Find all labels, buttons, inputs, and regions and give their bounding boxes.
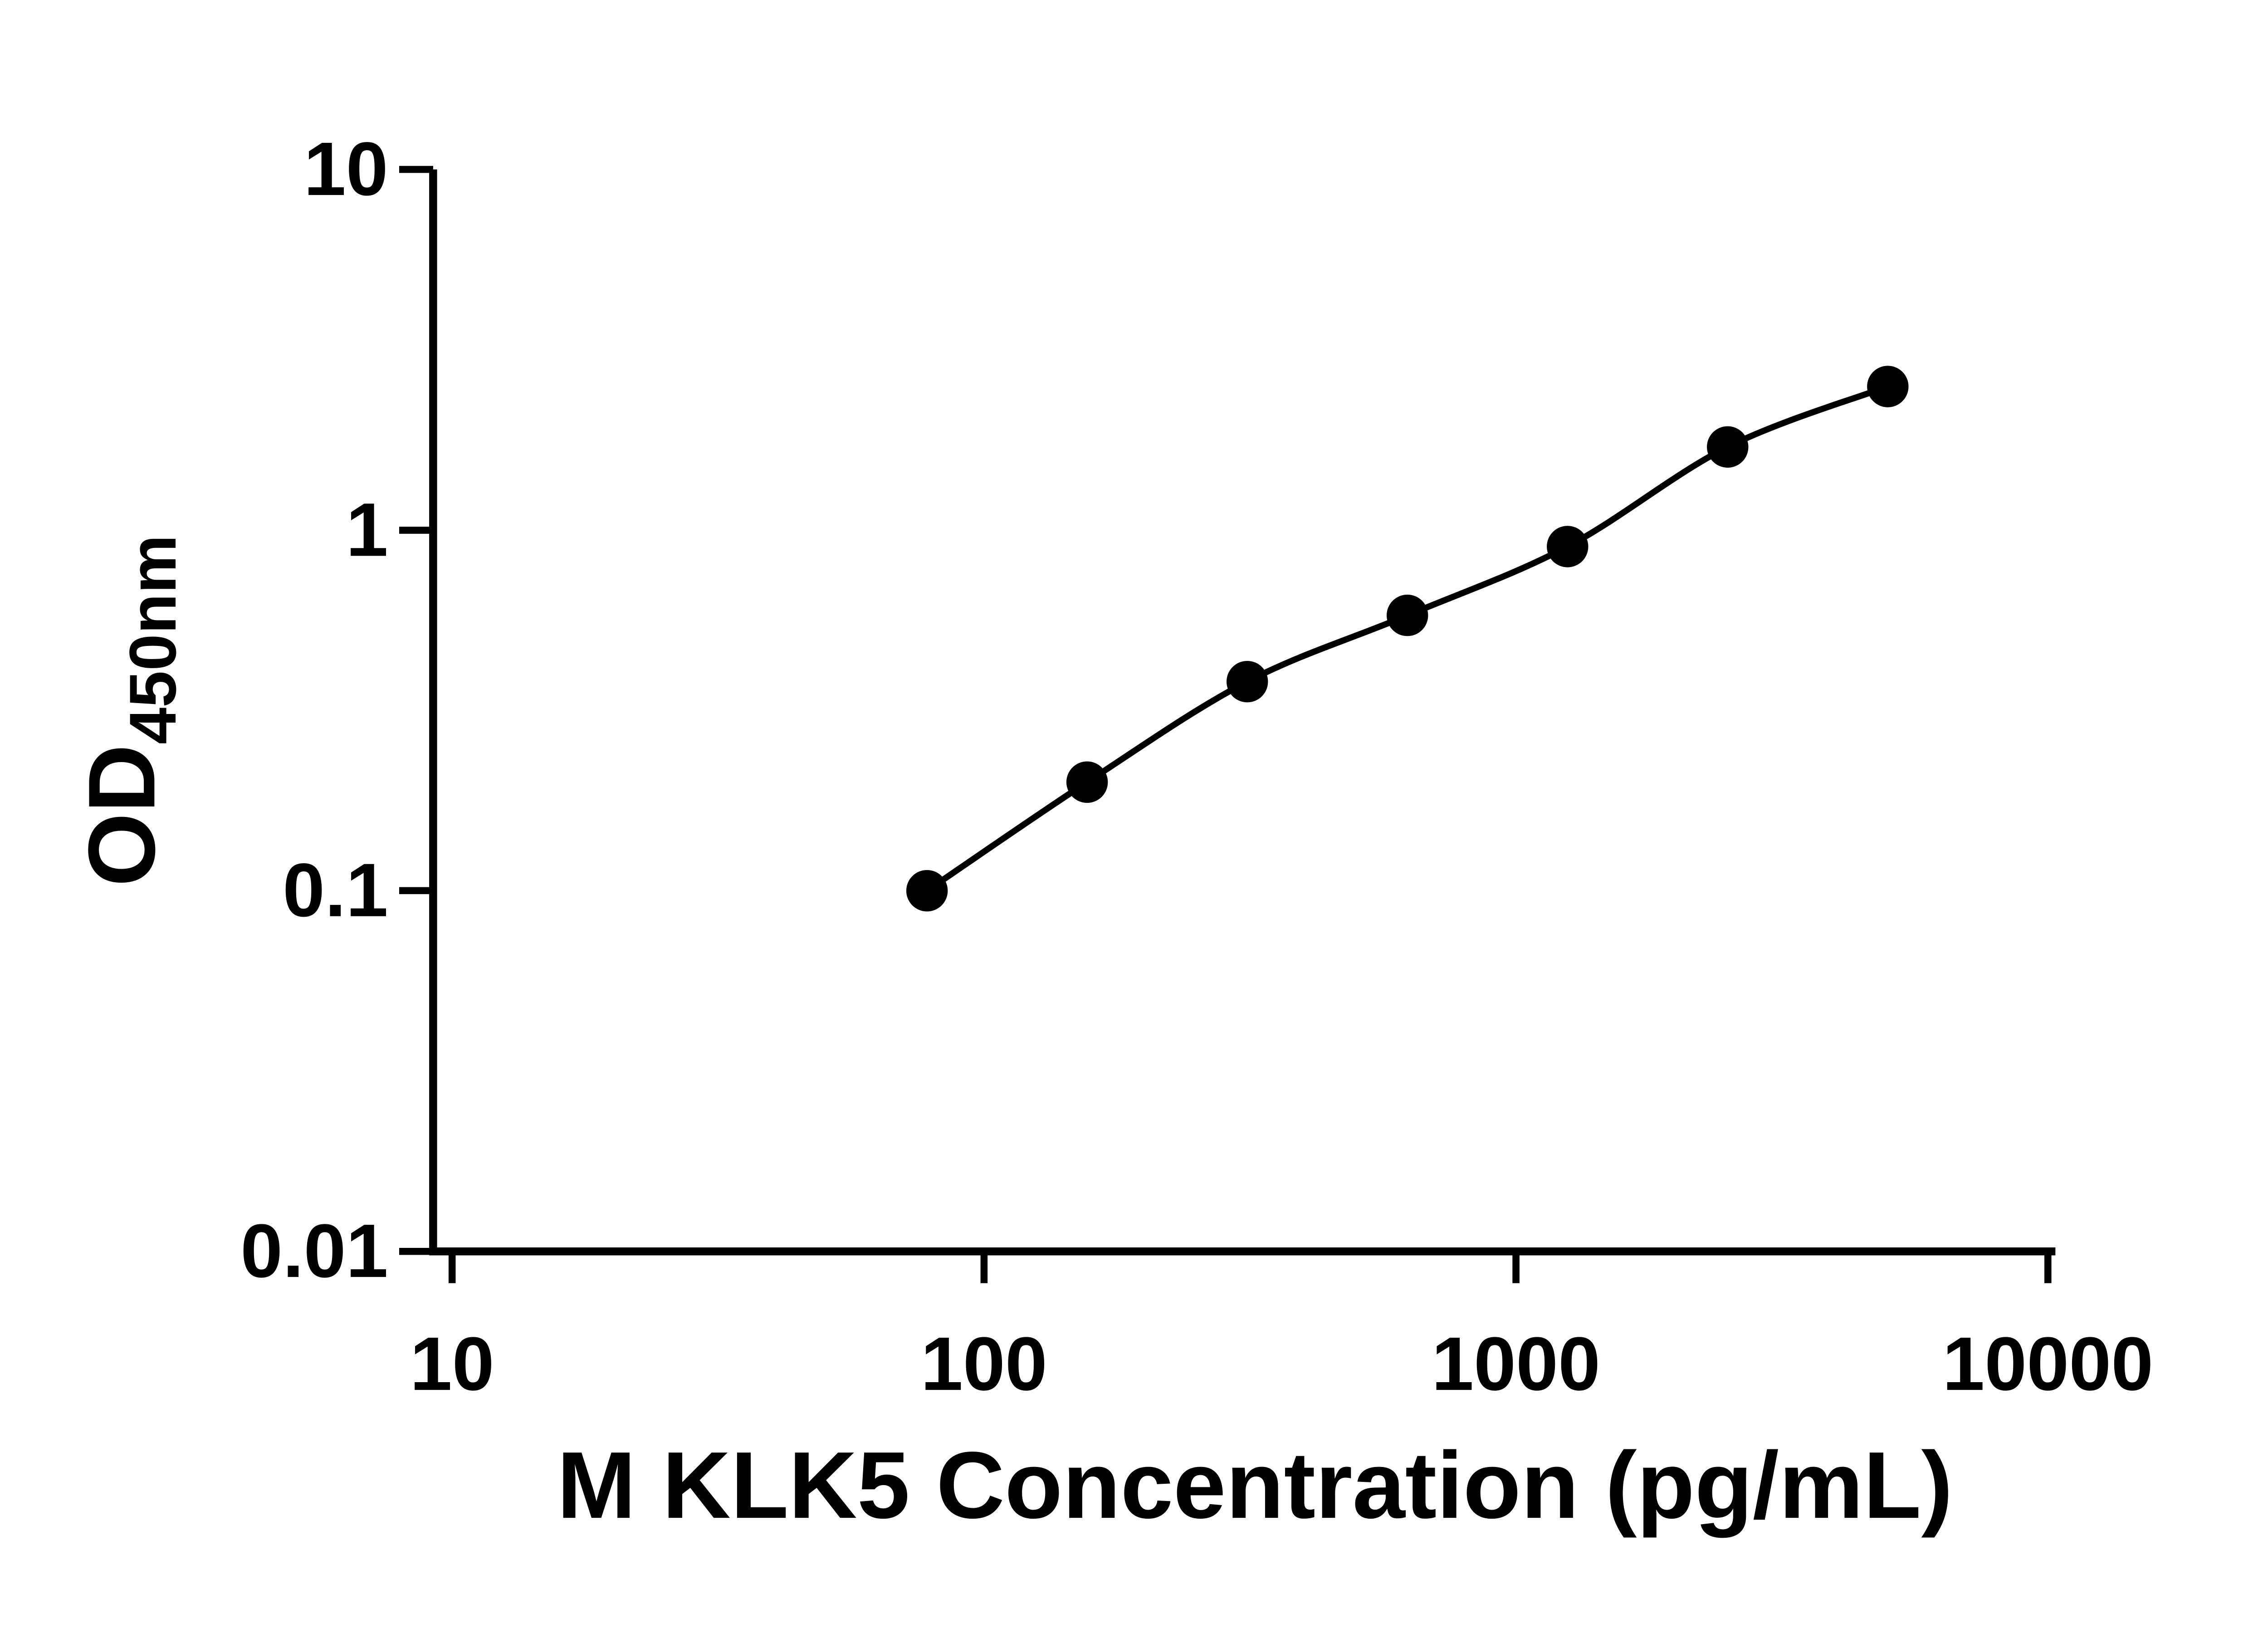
standard-curve-line: [925, 383, 1889, 894]
data-point-3: [1386, 594, 1428, 636]
data-point-6: [1867, 366, 1909, 407]
y-axis-title: OD450nm: [69, 535, 190, 887]
y-axis-title-main: OD: [69, 744, 175, 887]
data-point-2: [1227, 660, 1268, 703]
x-axis-title: M KLK5 Concentration (pg/mL): [557, 1433, 1953, 1538]
x-tick-label-10000: 10000: [1942, 1322, 2153, 1406]
data-point-0: [906, 870, 948, 912]
y-tick-label-1: 1: [346, 488, 388, 572]
axes-frame: [429, 169, 2056, 1256]
y-tick-label-0.01: 0.01: [240, 1209, 388, 1293]
data-point-4: [1547, 526, 1589, 567]
series-layer: [906, 366, 1909, 912]
x-tick-label-1000: 1000: [1432, 1322, 1600, 1406]
data-point-5: [1707, 426, 1749, 468]
y-axis-title-sub: 450nm: [116, 535, 190, 744]
x-tick-label-100: 100: [921, 1322, 1047, 1406]
y-tick-label-0.1: 0.1: [283, 848, 388, 933]
data-point-1: [1066, 761, 1108, 803]
x-tick-label-10: 10: [410, 1322, 494, 1406]
y-tick-label-10: 10: [304, 127, 388, 211]
